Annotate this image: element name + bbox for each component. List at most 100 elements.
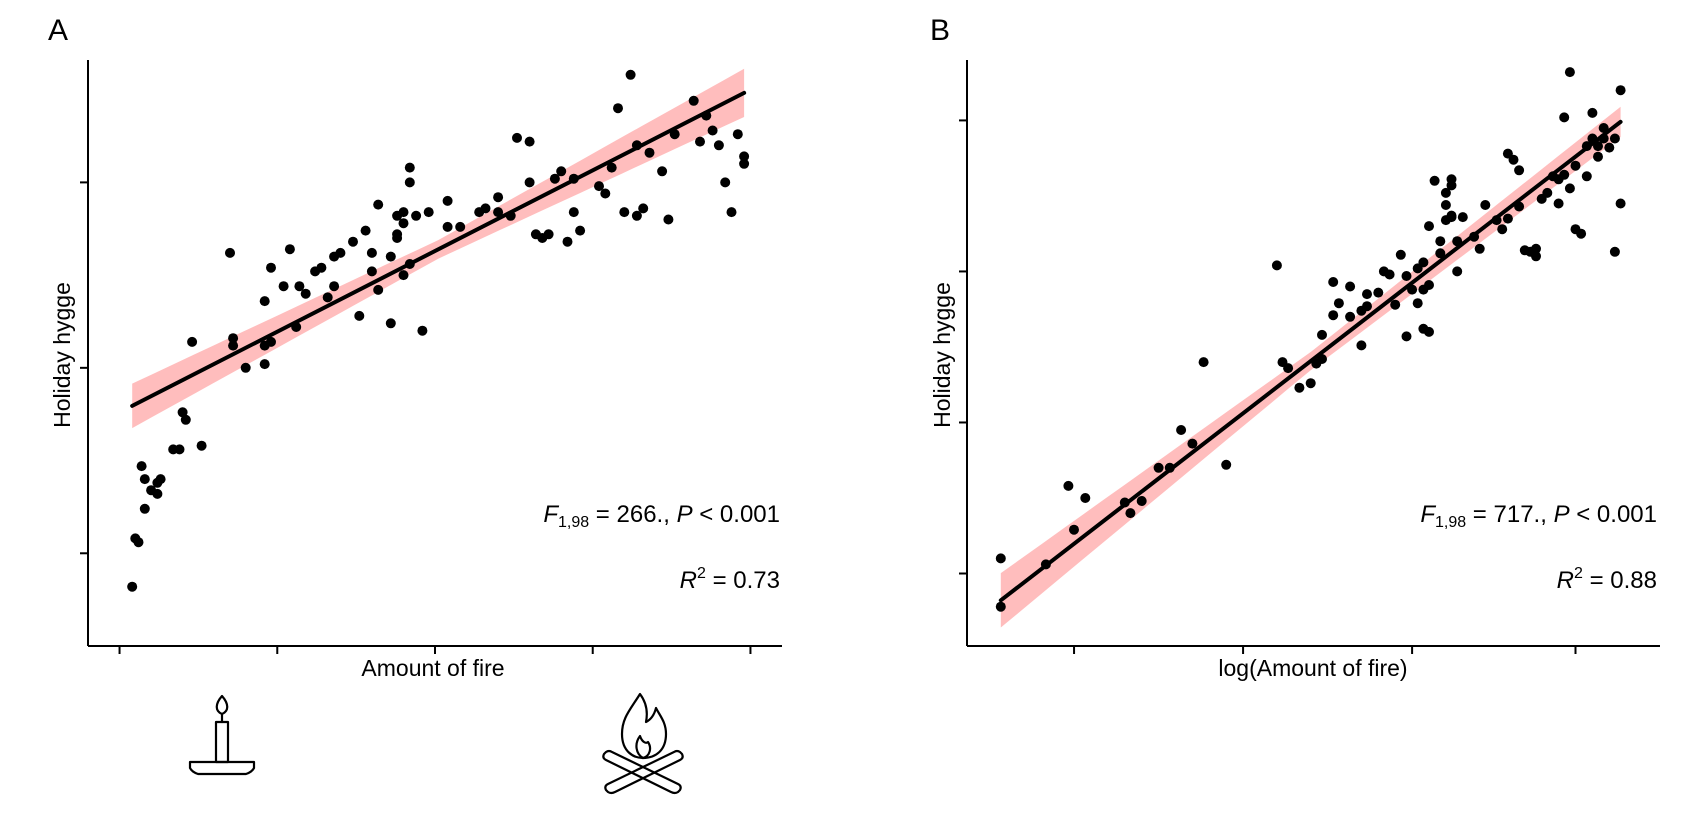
data-point	[392, 233, 403, 243]
data-point	[1587, 107, 1598, 118]
data-point	[1401, 331, 1412, 342]
data-point	[1457, 212, 1468, 223]
data-point	[366, 266, 377, 277]
data-point	[606, 162, 617, 173]
data-point	[657, 166, 668, 177]
data-point	[348, 236, 358, 247]
data-point	[1063, 480, 1074, 491]
data-point	[1480, 200, 1491, 210]
data-point	[455, 221, 466, 232]
data-point	[180, 414, 191, 425]
data-point	[493, 192, 504, 203]
data-point	[613, 103, 623, 114]
data-point	[228, 333, 239, 344]
data-point	[1531, 243, 1541, 254]
data-point	[1615, 85, 1626, 96]
data-point	[1345, 311, 1356, 322]
panel-a-f-statistic: F1,98 = 266., P < 0.001	[543, 501, 780, 531]
data-point	[354, 310, 365, 321]
data-point	[1412, 298, 1423, 309]
data-point	[417, 325, 428, 336]
data-point	[423, 207, 434, 218]
data-point	[373, 284, 384, 295]
data-point	[1305, 378, 1316, 389]
data-point	[594, 181, 604, 192]
data-point	[1559, 112, 1570, 123]
data-point	[1356, 340, 1367, 351]
data-point	[404, 177, 415, 188]
panel-a-label: A	[48, 14, 68, 47]
data-point	[442, 195, 453, 206]
data-point	[1615, 198, 1626, 209]
data-point	[155, 474, 166, 485]
data-point	[228, 340, 239, 351]
data-point	[663, 214, 674, 225]
data-point	[1395, 249, 1406, 260]
panel-a-x-axis-label: Amount of fire	[361, 655, 504, 681]
panel-a-axes	[80, 60, 782, 654]
data-point	[1559, 169, 1570, 180]
panel-b-label: B	[930, 14, 950, 47]
panel-b-confidence-band	[1000, 106, 1621, 628]
data-point	[512, 132, 522, 143]
data-point	[300, 288, 311, 299]
panel-a: A Amount of fire Holiday hygge F1,98 = 2…	[48, 14, 782, 795]
data-point	[1593, 151, 1603, 162]
data-point	[1069, 524, 1079, 535]
data-point	[619, 207, 630, 218]
data-point	[316, 262, 327, 273]
data-point	[1604, 142, 1615, 153]
panel-a-r-squared: R2 = 0.73	[680, 565, 780, 594]
panel-b-x-axis-label: log(Amount of fire)	[1218, 655, 1407, 681]
data-point	[1136, 496, 1147, 506]
data-point	[174, 444, 185, 455]
data-point	[1581, 171, 1592, 182]
panel-b-f-statistic: F1,98 = 717., P < 0.001	[1420, 501, 1657, 531]
data-point	[404, 162, 415, 173]
data-point	[493, 207, 504, 218]
panel-b-y-axis-label: Holiday hygge	[929, 282, 955, 428]
data-point	[524, 177, 535, 188]
data-point	[726, 207, 737, 218]
data-point	[385, 318, 396, 329]
panel-b-points	[995, 67, 1626, 612]
data-point	[638, 203, 649, 214]
data-point	[1497, 224, 1508, 235]
data-point	[442, 221, 453, 232]
data-point	[1283, 363, 1294, 374]
data-point	[631, 210, 642, 221]
data-point	[1440, 187, 1451, 198]
data-point	[739, 158, 750, 169]
data-point	[1221, 459, 1232, 470]
data-point	[995, 601, 1006, 612]
data-point	[600, 188, 611, 199]
panel-b-regression-line	[998, 119, 1623, 603]
data-point	[398, 270, 409, 281]
data-point	[373, 199, 384, 210]
data-point	[707, 125, 718, 136]
panel-b: B log(Amount of fire) Holiday hygge F1,9…	[929, 14, 1660, 681]
data-point	[1514, 165, 1525, 176]
panel-a-regression-line	[130, 90, 747, 408]
data-point	[278, 281, 289, 292]
data-point	[284, 244, 295, 255]
data-point	[294, 281, 305, 292]
data-point	[720, 177, 731, 188]
data-point	[1435, 248, 1446, 259]
data-point	[1576, 228, 1587, 239]
data-point	[1570, 160, 1581, 171]
data-point	[335, 247, 346, 258]
data-point	[266, 262, 276, 273]
data-point	[177, 407, 188, 418]
data-point	[322, 292, 333, 303]
data-point	[225, 247, 235, 258]
data-point	[1328, 277, 1339, 287]
data-point	[187, 336, 198, 347]
data-point	[732, 129, 743, 140]
data-point	[136, 461, 147, 472]
data-point	[1373, 287, 1384, 298]
data-point	[1553, 198, 1564, 209]
panel-a-points	[127, 69, 750, 592]
data-point	[259, 296, 270, 307]
